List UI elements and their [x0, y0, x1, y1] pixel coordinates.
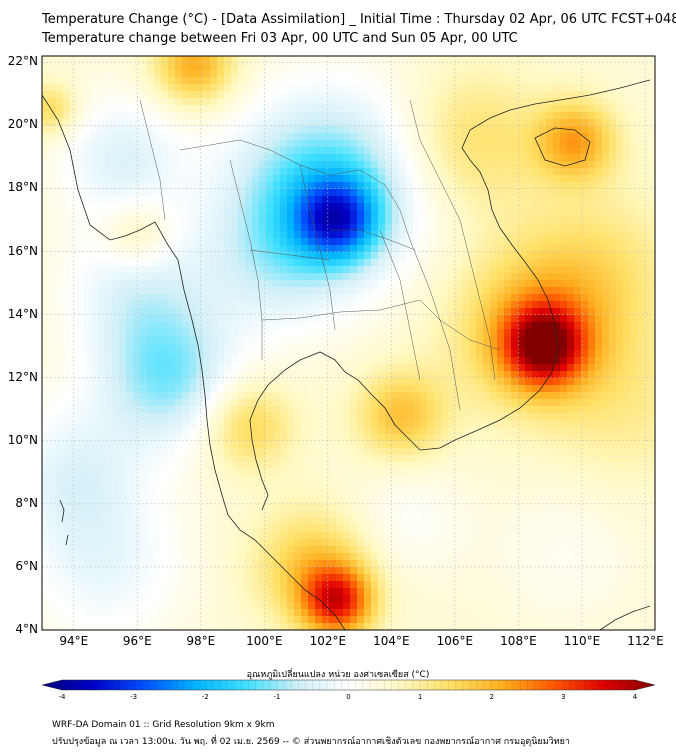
- lat-label: 22°N: [7, 54, 38, 69]
- coastlines: [42, 79, 651, 630]
- china-coast: [559, 79, 651, 101]
- colorbar-tick-label: 2: [489, 693, 494, 701]
- lon-label: 100°E: [246, 634, 283, 648]
- colorbar-gradient: [41, 679, 656, 691]
- lon-label: 94°E: [59, 634, 89, 648]
- colorbar-tick-label: 1: [417, 693, 423, 701]
- lat-label: 6°N: [15, 558, 38, 573]
- hainan-island: [534, 127, 591, 167]
- lat-label: 12°N: [7, 369, 38, 384]
- lon-label: 104°E: [373, 634, 410, 648]
- chart-title: Temperature Change (°C) - [Data Assimila…: [42, 12, 676, 27]
- myanmar-coast: [42, 94, 229, 516]
- footer-credit: ปรับปรุงข้อมูล ณ เวลา 13:00น. วัน พฤ. ที…: [52, 737, 570, 747]
- lon-label: 108°E: [500, 634, 537, 648]
- borneo-coast: [599, 605, 651, 630]
- lon-label: 112°E: [627, 634, 664, 648]
- colorbar: [41, 679, 656, 691]
- thailand-gulf-coast: [227, 514, 346, 630]
- vietnam-coast: [419, 99, 561, 451]
- lat-label: 8°N: [15, 495, 38, 510]
- colorbar-tick-label: 3: [561, 693, 566, 701]
- chart-subtitle: Temperature change between Fri 03 Apr, 0…: [42, 31, 518, 46]
- colorbar-tick-label: -3: [130, 693, 138, 701]
- thai-peninsula-east: [249, 351, 421, 511]
- province-borders: [139, 99, 501, 411]
- colorbar-title: อุณหภูมิเปลี่ยนแปลง หน่วย องศาเซลเซียส (…: [246, 670, 430, 680]
- lat-label: 18°N: [7, 180, 38, 195]
- lat-label: 4°N: [15, 622, 38, 636]
- temperature-field: [42, 56, 655, 630]
- colorbar-tick-label: 0: [346, 693, 351, 701]
- map-frame: [41, 55, 656, 631]
- footer-model-info: WRF-DA Domain 01 :: Grid Resolution 9km …: [52, 720, 275, 730]
- lat-label: 20°N: [7, 117, 38, 132]
- lon-label: 98°E: [186, 634, 216, 648]
- andaman-islands: [59, 499, 69, 546]
- colorbar-tick-label: -4: [58, 693, 66, 701]
- lat-label: 10°N: [7, 432, 38, 447]
- lat-label: 14°N: [7, 306, 38, 321]
- lon-label: 110°E: [563, 634, 601, 648]
- lon-label: 96°E: [122, 634, 152, 648]
- lon-label: 106°E: [436, 634, 474, 648]
- lat-label: 16°N: [7, 243, 38, 258]
- lon-label: 102°E: [309, 634, 347, 648]
- colorbar-tick-label: -1: [273, 693, 281, 701]
- colorbar-tick-label: 4: [632, 693, 638, 701]
- colorbar-tick-label: -2: [201, 693, 209, 701]
